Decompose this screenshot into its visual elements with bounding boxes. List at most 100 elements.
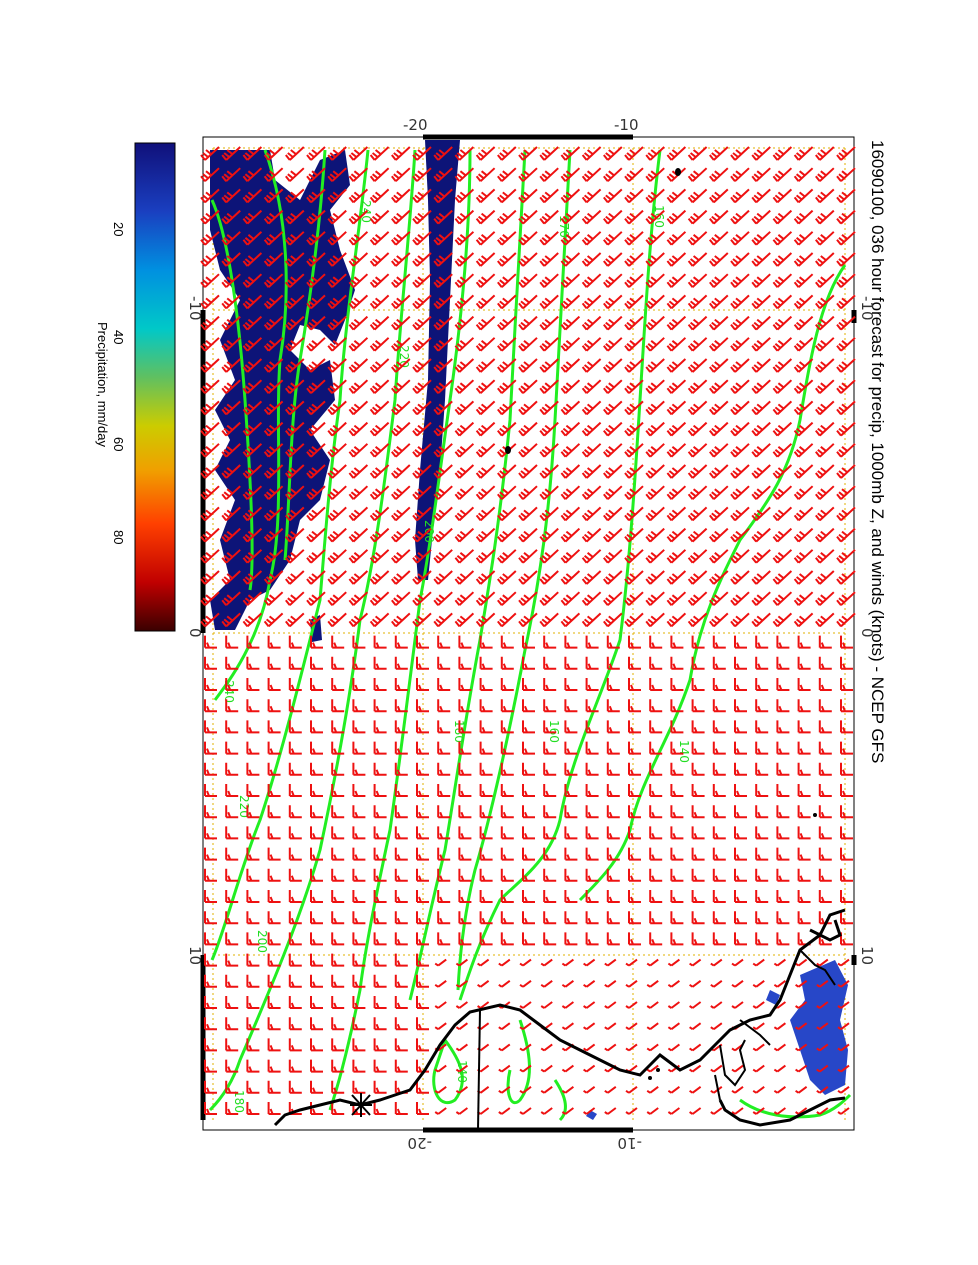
wind-barb (581, 231, 602, 246)
wind-barb (734, 720, 747, 734)
wind-barb (497, 273, 517, 288)
wind-barb (437, 847, 451, 861)
wind-barb (730, 570, 750, 585)
wind-barb (225, 932, 239, 946)
wind-barb (539, 294, 559, 310)
wind-barb (667, 1001, 680, 1009)
wind-barb (604, 958, 617, 967)
wind-barb (352, 996, 366, 1009)
wind-barb (709, 612, 729, 628)
wind-barb (734, 805, 747, 819)
wind-barb (391, 294, 411, 310)
wind-barb (793, 294, 814, 310)
wind-barb (581, 358, 602, 373)
wind-barb (454, 146, 475, 161)
wind-barb (793, 570, 814, 585)
wind-barb (225, 635, 239, 649)
wind-barb (815, 231, 835, 246)
wind-barb (666, 570, 687, 585)
wind-barb (646, 1064, 659, 1073)
wind-barb (815, 527, 835, 543)
wind-barb (666, 294, 687, 310)
wind-barb (475, 167, 496, 182)
wind-barb (518, 379, 538, 394)
wind-barb (734, 890, 747, 903)
wind-barb (624, 527, 644, 543)
wind-barb (731, 1001, 744, 1009)
wind-barb (454, 188, 475, 204)
wind-barb (310, 635, 323, 649)
wind-barb (246, 953, 260, 967)
wind-barb (352, 784, 366, 797)
wind-barb (475, 231, 496, 246)
wind-barb (624, 358, 644, 373)
wind-barb (475, 570, 496, 585)
wind-barb (416, 911, 429, 925)
wind-barb (755, 741, 769, 755)
wind-barb (649, 741, 663, 755)
wind-barb (603, 337, 623, 352)
colorbar-tick-60: 60 (111, 437, 126, 451)
wind-barb (539, 421, 559, 437)
wind-barb (793, 591, 814, 606)
wind-barb (581, 421, 602, 437)
wind-barb (416, 890, 429, 903)
wind-barb (772, 209, 793, 225)
wind-barb (306, 273, 326, 288)
wind-barb (416, 762, 429, 776)
wind-barb (200, 315, 220, 331)
wind-barb (500, 720, 514, 734)
wind-barb (560, 591, 581, 606)
wind-barb (204, 974, 217, 988)
wind-barb (288, 805, 302, 819)
wind-barb (730, 273, 750, 288)
wind-barb (793, 464, 814, 479)
wind-barb (373, 868, 387, 882)
wind-barb (352, 762, 366, 776)
wind-barb (221, 485, 241, 500)
wind-barb (539, 443, 559, 458)
wind-barb (412, 400, 432, 416)
wind-barb (267, 805, 281, 819)
wind-barb (416, 996, 429, 1009)
wind-barb (497, 612, 517, 628)
wind-barb (687, 400, 708, 416)
wind-barb (412, 315, 432, 331)
wind-barb (730, 506, 750, 522)
wind-barb (348, 188, 369, 204)
wind-barb (818, 699, 832, 713)
wind-barb (687, 358, 708, 373)
wind-barb (285, 421, 305, 437)
wind-barb (310, 784, 323, 797)
wind-barb (837, 958, 850, 967)
wind-barb (310, 826, 323, 840)
wind-barb (327, 337, 347, 352)
wind-barb (840, 741, 853, 755)
wind-barb (581, 167, 602, 182)
wind-barb (242, 358, 263, 373)
wind-barb (628, 847, 641, 861)
wind-barb (412, 570, 432, 585)
wind-barb (285, 464, 305, 479)
wind-barb (391, 167, 411, 182)
wind-barb (437, 678, 451, 691)
wind-barb (581, 549, 602, 564)
wind-barb (836, 209, 856, 225)
wind-barb (327, 464, 347, 479)
wind-barb (585, 826, 599, 840)
wind-barb (225, 784, 239, 797)
wind-barb (352, 699, 366, 713)
wind-barb (709, 337, 729, 352)
wind-barb (348, 421, 369, 437)
wind-barb (479, 847, 493, 861)
wind-barb (433, 506, 453, 522)
wind-barb (310, 762, 323, 776)
wind-barb (200, 527, 220, 543)
wind-barb (475, 358, 496, 373)
wind-barb (263, 209, 284, 225)
wind-barb (543, 635, 557, 649)
wind-barb (540, 1064, 553, 1073)
wind-barb (691, 678, 705, 691)
wind-barb (288, 890, 302, 903)
